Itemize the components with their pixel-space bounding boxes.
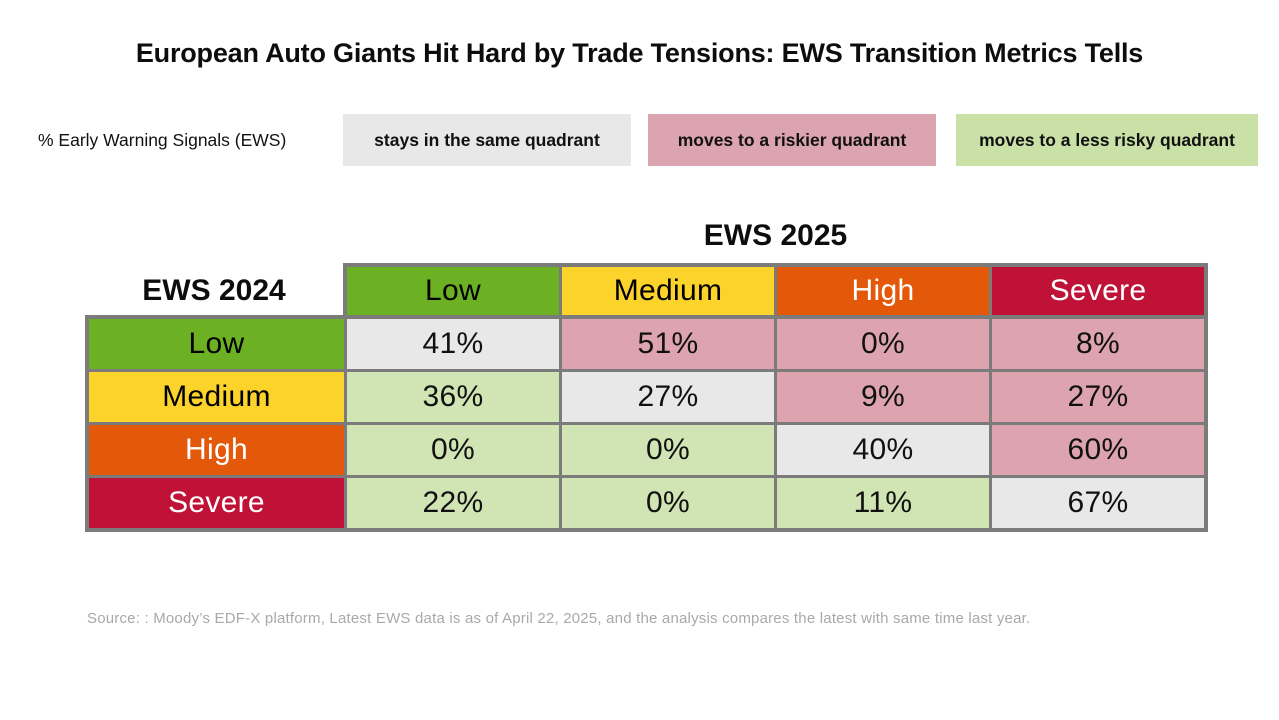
column-header-medium: Medium: [562, 267, 774, 315]
matrix-cell-severe-high: 11%: [777, 478, 989, 528]
row-header-low: Low: [89, 319, 344, 369]
matrix-cell-medium-medium: 27%: [562, 372, 774, 422]
row-axis-title-ews-2024: EWS 2024: [142, 274, 286, 307]
column-header-severe: Severe: [992, 267, 1204, 315]
matrix-header-row: Low Medium High Severe: [343, 263, 1208, 319]
legend-item-same-quadrant: stays in the same quadrant: [343, 114, 631, 166]
legend-item-riskier-quadrant: moves to a riskier quadrant: [648, 114, 936, 166]
column-header-high: High: [777, 267, 989, 315]
matrix-cell-medium-severe: 27%: [992, 372, 1204, 422]
matrix-cell-medium-high: 9%: [777, 372, 989, 422]
row-header-medium: Medium: [89, 372, 344, 422]
legend-axis-label: % Early Warning Signals (EWS): [38, 130, 287, 150]
column-header-low: Low: [347, 267, 559, 315]
matrix-cell-high-severe: 60%: [992, 425, 1204, 475]
matrix-cell-high-low: 0%: [347, 425, 559, 475]
matrix-cell-severe-low: 22%: [347, 478, 559, 528]
matrix-cell-medium-low: 36%: [347, 372, 559, 422]
row-header-severe: Severe: [89, 478, 344, 528]
matrix-cell-high-medium: 0%: [562, 425, 774, 475]
matrix-body: Low 41% 51% 0% 8% Medium 36% 27% 9% 27% …: [85, 315, 1208, 532]
row-header-high: High: [89, 425, 344, 475]
matrix-cell-severe-medium: 0%: [562, 478, 774, 528]
matrix-cell-high-high: 40%: [777, 425, 989, 475]
matrix-cell-low-medium: 51%: [562, 319, 774, 369]
matrix-cell-low-low: 41%: [347, 319, 559, 369]
matrix-cell-severe-severe: 67%: [992, 478, 1204, 528]
source-note: Source: : Moody’s EDF-X platform, Latest…: [87, 610, 1031, 627]
page-title: European Auto Giants Hit Hard by Trade T…: [135, 38, 1144, 68]
legend-item-less-risky-quadrant: moves to a less risky quadrant: [956, 114, 1258, 166]
matrix-cell-low-high: 0%: [777, 319, 989, 369]
column-axis-title-ews-2025: EWS 2025: [703, 219, 848, 252]
matrix-cell-low-severe: 8%: [992, 319, 1204, 369]
